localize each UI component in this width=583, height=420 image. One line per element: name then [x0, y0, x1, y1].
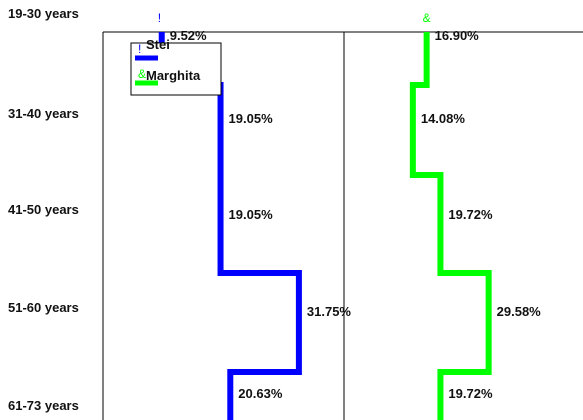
legend-marker: !	[138, 42, 141, 56]
series-marghita: &16.90% 14.08% 19.72% 29.58% 19.72%	[409, 11, 542, 420]
category-label: 61-73 years	[8, 398, 79, 413]
data-label: 31.75%	[307, 304, 352, 319]
data-label: 16.90%	[435, 28, 480, 43]
data-label: 20.63%	[238, 386, 283, 401]
data-label: 29.58%	[497, 304, 542, 319]
legend-item: & Marghita	[135, 67, 201, 86]
data-label: 19.05%	[229, 207, 274, 222]
series-marker: &	[423, 11, 431, 25]
category-labels: 19-30 years 31-40 years 41-50 years 51-60 y…	[8, 6, 79, 413]
legend-label: Stei	[146, 37, 170, 52]
category-label: 51-60 years	[8, 300, 79, 315]
legend: ! Stei& Marghita	[130, 37, 222, 96]
legend-box	[130, 42, 222, 96]
data-label: 14.08%	[421, 111, 466, 126]
data-label: 9.52%	[170, 28, 207, 43]
panel-frames	[102, 31, 583, 420]
data-label: 19.72%	[448, 207, 493, 222]
data-label: 19.72%	[448, 386, 493, 401]
legend-label: Marghita	[146, 68, 201, 83]
category-label: 19-30 years	[8, 6, 79, 21]
series-marker: !	[158, 11, 161, 25]
legend-item: ! Stei	[135, 37, 170, 61]
category-label: 31-40 years	[8, 106, 79, 121]
series-line	[409, 32, 492, 420]
legend-marker: &	[138, 67, 146, 81]
category-label: 41-50 years	[8, 202, 79, 217]
data-label: 19.05%	[229, 111, 274, 126]
